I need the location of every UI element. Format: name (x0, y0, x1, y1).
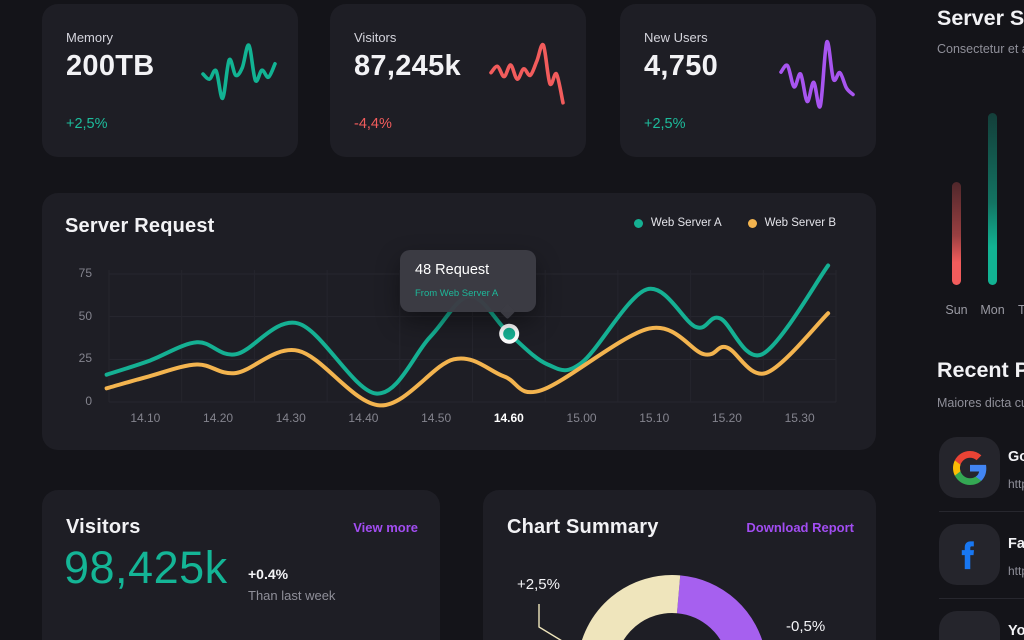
stat-delta: +2,5% (644, 116, 686, 132)
x-axis-tick: 14.30 (275, 411, 306, 425)
x-axis-tick: 14.60 (493, 411, 524, 425)
legend-label: Web Server A (650, 217, 722, 229)
recent-item-url: https://facebook.com (1008, 564, 1024, 578)
donut-label-up: +2,5% (517, 576, 560, 593)
google-icon (952, 450, 986, 485)
stat-label: Memory (66, 30, 113, 45)
x-axis-tick: 14.20 (203, 411, 234, 425)
legend-dot (747, 218, 757, 228)
visitors-sparkline (489, 42, 565, 105)
day-label: Tue (1017, 303, 1024, 317)
visitors-delta-note: Than last week (248, 588, 336, 603)
new-users-sparkline (779, 40, 855, 109)
x-axis-tick: 15.10 (639, 411, 670, 425)
tooltip-value: 48 Request (415, 262, 490, 278)
download-report-link[interactable]: Download Report (746, 520, 854, 535)
recent-item-google[interactable]: Google https://google.com (937, 437, 1024, 500)
visitors-stat-card: Visitors 87,245k -4,4% (330, 4, 586, 157)
stat-value: 87,245k (354, 50, 461, 82)
memory-sparkline (201, 43, 277, 101)
server-status-title: Server Status (937, 6, 1024, 30)
stat-label: New Users (644, 30, 708, 45)
chart-legend: Web Server A Web Server B (633, 217, 836, 229)
y-axis-tick: 75 (78, 266, 92, 280)
donut-label-connector (538, 604, 562, 640)
status-bar-sun[interactable] (952, 181, 961, 285)
stat-value: 4,750 (644, 50, 719, 82)
stat-delta: -4,4% (354, 116, 392, 132)
facebook-icon (961, 540, 974, 569)
day-label: Sun (945, 303, 968, 317)
server-request-card: Server Request Web Server A Web Server B … (42, 193, 876, 450)
x-axis-tick: 14.10 (130, 411, 161, 425)
visitors-title: Visitors (66, 516, 141, 538)
server-request-title: Server Request (65, 215, 215, 237)
donut-label-down: -0,5% (786, 618, 826, 635)
legend-label: Web Server B (764, 217, 836, 229)
x-axis-tick: 15.30 (784, 411, 815, 425)
divider (939, 598, 1024, 599)
memory-stat-card: Memory 200TB +2,5% (42, 4, 298, 157)
stat-label: Visitors (354, 30, 397, 45)
recent-subtitle: Maiores dicta cum vitae (937, 396, 1024, 410)
chart-summary-title: Chart Summary (507, 516, 659, 538)
recent-item-name: Facebook (1008, 536, 1024, 552)
legend-item[interactable]: Web Server B (747, 217, 836, 229)
visitors-value: 98,425k (64, 542, 228, 593)
server-request-plot[interactable] (97, 260, 837, 420)
recent-item-youtube[interactable]: Youtube https://youtube.com (937, 611, 1024, 640)
youtube-tile (939, 611, 1000, 640)
recent-title: Recent Platforms (937, 358, 1024, 382)
recent-item-url: https://google.com (1008, 477, 1024, 491)
visitors-summary-card: Visitors View more 98,425k +0.4% Than la… (42, 490, 440, 640)
x-axis-tick: 15.00 (566, 411, 597, 425)
x-axis-tick: 15.20 (711, 411, 742, 425)
divider (939, 511, 1024, 512)
summary-donut-chart[interactable] (483, 490, 876, 640)
right-panel: Server Status Consectetur et amet dolor … (937, 0, 1024, 640)
day-label: Mon (980, 303, 1005, 317)
visitors-delta: +0.4% (248, 566, 289, 582)
y-axis-tick: 50 (78, 308, 92, 323)
status-bar-mon[interactable] (988, 112, 997, 285)
chart-tooltip: 48 Request From Web Server A (400, 250, 536, 312)
view-more-link[interactable]: View more (353, 520, 418, 535)
donut-segment-down[interactable] (676, 575, 763, 640)
chart-summary-card: Chart Summary Download Report +2,5% -0,5… (483, 490, 876, 640)
server-status-subtitle: Consectetur et amet dolor (937, 42, 1024, 56)
y-axis-tick: 25 (78, 351, 92, 366)
recent-item-name: Google (1008, 449, 1024, 465)
facebook-tile (939, 524, 1000, 585)
tooltip-source: From Web Server A (415, 288, 499, 299)
x-axis-tick: 14.40 (348, 411, 379, 425)
stat-value: 200TB (66, 50, 155, 82)
recent-item-name: Youtube (1008, 623, 1024, 639)
legend-item[interactable]: Web Server A (633, 217, 722, 229)
recent-item-facebook[interactable]: Facebook https://facebook.com (937, 524, 1024, 587)
legend-dot (633, 218, 643, 228)
donut-segment-up[interactable] (581, 575, 681, 640)
x-axis-tick: 14.50 (421, 411, 452, 425)
stat-delta: +2,5% (66, 116, 108, 132)
new-users-stat-card: New Users 4,750 +2,5% (620, 4, 876, 157)
google-tile (939, 437, 1000, 498)
y-axis-tick: 0 (85, 394, 92, 408)
